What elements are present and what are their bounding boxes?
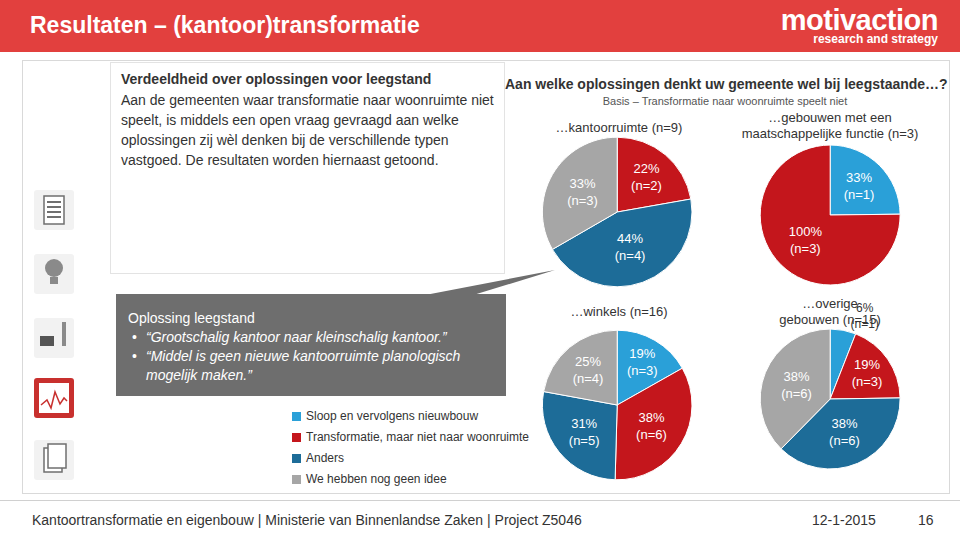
svg-text:33%(n=3): 33%(n=3) <box>567 176 598 208</box>
svg-text:38%(n=6): 38%(n=6) <box>829 416 860 448</box>
html-text:16: 16 <box>918 512 934 528</box>
html-text:Basis – Transformatie naar woo: Basis – Transformatie naar woonruimte sp… <box>602 95 848 107</box>
svg-text:22%(n=2): 22%(n=2) <box>631 161 662 193</box>
svg-text:19%(n=3): 19%(n=3) <box>627 346 658 378</box>
html-text:(n=1): (n=1) <box>850 316 879 331</box>
html-text:…gebouwen met een maatschappel: …gebouwen met een maatschappelijke funct… <box>741 110 919 141</box>
html-text:Aan welke oplossingen denkt uw: Aan welke oplossingen denkt uw gemeente … <box>505 76 948 92</box>
html-text:Anders: Anders <box>306 451 344 465</box>
html-text:12-1-2015: 12-1-2015 <box>812 512 876 528</box>
svg-text:19%(n=3): 19%(n=3) <box>852 357 883 389</box>
svg-text:38%(n=6): 38%(n=6) <box>636 410 667 442</box>
html-text:research and strategy: research and strategy <box>813 32 938 46</box>
html-text:“Middel is geen nieuwe kantoor: “Middel is geen nieuwe kantoorruimte pla… <box>146 348 461 383</box>
html-text:6%: 6% <box>856 301 874 316</box>
svg-text:31%(n=5): 31%(n=5) <box>569 416 600 448</box>
svg-text:33%(n=1): 33%(n=1) <box>844 170 875 202</box>
html-text:Resultaten – (kantoor)transfor: Resultaten – (kantoor)transformatie <box>30 12 420 38</box>
html-text:…winkels (n=16): …winkels (n=16) <box>570 304 668 319</box>
html-text:…overige gebouwen (n=15): …overige gebouwen (n=15) <box>779 296 881 327</box>
html-text:Oplossing leegstand: Oplossing leegstand <box>128 310 255 326</box>
svg-text:44%(n=4): 44%(n=4) <box>615 231 646 263</box>
svg-text:100%(n=3): 100%(n=3) <box>789 224 823 256</box>
html-text:Kantoortransformatie en eigenb: Kantoortransformatie en eigenbouw | Mini… <box>32 512 582 528</box>
html-text:Transformatie, maar niet naar: Transformatie, maar niet naar woonruimte <box>306 430 529 444</box>
html-text:Verdeeldheid over oplossingen: Verdeeldheid over oplossingen voor leegs… <box>121 71 432 87</box>
html-text:motivaction: motivaction <box>780 4 938 36</box>
html-text:Aan de gemeenten waar transfor: Aan de gemeenten waar transformatie naar… <box>121 92 494 168</box>
html-text:Sloop en vervolgens nieuwbouw: Sloop en vervolgens nieuwbouw <box>306 409 479 423</box>
svg-text:38%(n=6): 38%(n=6) <box>781 369 812 401</box>
html-text:“Grootschalig kantoor naar kle: “Grootschalig kantoor naar kleinschalig … <box>146 329 447 345</box>
html-text:…kantoorruimte (n=9): …kantoorruimte (n=9) <box>555 120 683 135</box>
svg-text:25%(n=4): 25%(n=4) <box>573 354 604 386</box>
html-text:We hebben nog geen idee: We hebben nog geen idee <box>306 472 447 486</box>
